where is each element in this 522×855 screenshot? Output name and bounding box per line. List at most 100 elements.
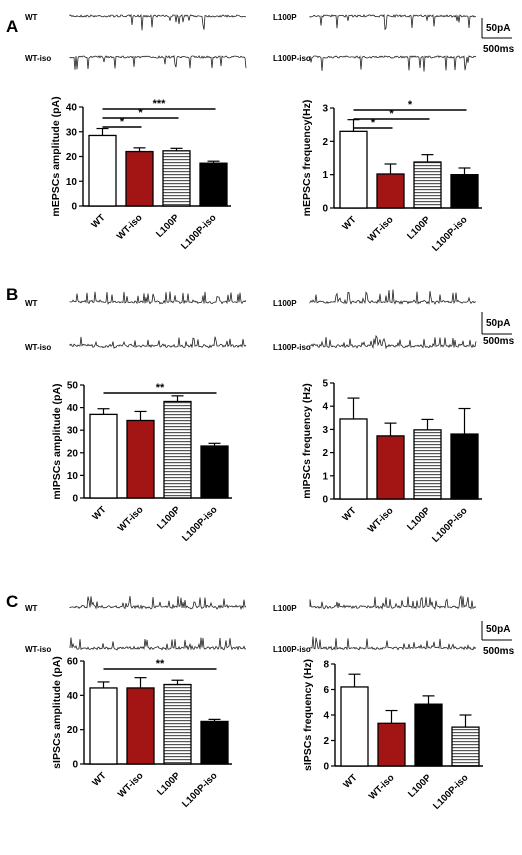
bar-wt-iso bbox=[376, 173, 405, 209]
chart-1: 0 10 20 30 40 mEPSCs amplitude (pA) WT WT-iso L1… bbox=[50, 96, 231, 252]
x-tick-label-wt: WT bbox=[89, 212, 107, 230]
x-tick-label-l100p: L100P bbox=[405, 505, 433, 533]
y-axis-label: mEPSCs frequency(Hz) bbox=[301, 100, 313, 217]
current-trace bbox=[69, 54, 247, 70]
bar-wt bbox=[339, 418, 368, 500]
bar-wt-iso bbox=[126, 687, 155, 765]
bar-wt bbox=[339, 130, 368, 209]
current-trace bbox=[69, 291, 247, 305]
y-tick-label: 4 bbox=[323, 711, 329, 722]
y-tick-label: 0 bbox=[323, 762, 329, 773]
trace-label-l100p: L100P bbox=[273, 13, 297, 22]
y-tick-label: 0 bbox=[322, 495, 328, 506]
trace-label-wt-iso: WT-iso bbox=[25, 645, 51, 654]
y-tick-label: 2 bbox=[322, 137, 328, 148]
y-tick-label: 40 bbox=[66, 103, 78, 114]
y-tick-label: 3 bbox=[322, 104, 328, 115]
bar-l100p-iso bbox=[450, 433, 479, 500]
y-axis-label: sIPSCs amplitude (pA) bbox=[51, 656, 63, 769]
x-tick-label-wt-iso: WT-iso bbox=[115, 212, 145, 242]
trace-label-l100p-iso: L100P-iso bbox=[273, 645, 311, 654]
x-tick-label-l100p-iso: L100P-iso bbox=[431, 772, 471, 812]
bar-wt bbox=[89, 413, 118, 499]
y-tick-label: 60 bbox=[67, 657, 79, 668]
x-tick-label-wt-iso: WT-iso bbox=[366, 505, 396, 535]
y-tick-label: 0 bbox=[71, 202, 77, 213]
y-tick-label: 8 bbox=[323, 660, 329, 671]
current-trace bbox=[309, 595, 477, 610]
y-tick-label: 4 bbox=[322, 402, 328, 413]
current-trace bbox=[309, 334, 477, 350]
x-tick-label-wt-iso: WT-iso bbox=[116, 504, 146, 534]
x-tick-label-wt-iso: WT-iso bbox=[367, 772, 397, 802]
bar-l100p-iso bbox=[200, 720, 229, 765]
significance-label: * bbox=[371, 117, 376, 129]
y-tick-label: 10 bbox=[67, 471, 79, 482]
y-tick-label: 20 bbox=[66, 152, 78, 163]
significance-label: * bbox=[408, 99, 413, 111]
y-tick-label: 30 bbox=[66, 127, 78, 138]
scale-time-label: 500ms bbox=[483, 646, 515, 657]
x-tick-label-wt: WT bbox=[340, 214, 358, 232]
x-tick-label-l100p: L100P bbox=[405, 214, 433, 242]
y-tick-label: 0 bbox=[72, 760, 78, 771]
x-tick-label-l100p: L100P bbox=[154, 212, 182, 240]
trace-label-l100p: L100P bbox=[273, 299, 297, 308]
x-tick-label-l100p-iso: L100P-iso bbox=[179, 212, 219, 252]
y-tick-label: 10 bbox=[66, 177, 78, 188]
bar-l100p-iso bbox=[199, 162, 228, 207]
y-tick-label: 0 bbox=[322, 204, 328, 215]
x-tick-label-wt: WT bbox=[340, 505, 358, 523]
y-tick-label: 3 bbox=[322, 425, 328, 436]
bar-wt-iso bbox=[377, 722, 406, 767]
panel-letter: A bbox=[6, 17, 18, 36]
y-tick-label: 40 bbox=[67, 691, 79, 702]
chart-2: 0 1 2 3 mEPSCs frequency(Hz) WT WT-iso L100PL10… bbox=[301, 99, 482, 254]
bar-l100p bbox=[413, 429, 442, 500]
y-tick-label: 2 bbox=[323, 736, 329, 747]
scale-time-label: 500ms bbox=[483, 336, 515, 347]
scale-current-label: 50pA bbox=[486, 624, 510, 635]
bar-l100p bbox=[413, 161, 442, 209]
current-trace bbox=[309, 13, 477, 31]
x-tick-label-l100p-iso: L100P-iso bbox=[430, 505, 470, 545]
x-tick-label-wt: WT bbox=[341, 772, 359, 790]
current-trace bbox=[309, 289, 476, 305]
x-tick-label-l100p-iso: L100P-iso bbox=[180, 504, 220, 544]
chart-4: 0 1 2 3 4 5 mIPSCs frequency (Hz) WT WT-iso L100P… bbox=[301, 379, 482, 545]
panel-letter: C bbox=[6, 592, 18, 611]
bar-l100p bbox=[163, 400, 192, 499]
y-tick-label: 40 bbox=[67, 403, 79, 414]
scale-current-label: 50pA bbox=[486, 318, 510, 329]
y-axis-label: mIPSCs frequency (Hz) bbox=[301, 383, 313, 499]
bar-l100p-iso bbox=[450, 174, 479, 209]
y-tick-label: 2 bbox=[322, 448, 328, 459]
bar-wt-iso bbox=[126, 419, 155, 499]
y-tick-label: 20 bbox=[67, 448, 79, 459]
bar-l100p bbox=[414, 703, 443, 767]
x-tick-label-wt-iso: WT-iso bbox=[366, 214, 396, 244]
significance-label: * bbox=[389, 108, 394, 120]
bar-l100p bbox=[163, 683, 192, 765]
trace-panel-b: B WT WT-iso L100P L100P-iso 50pA 500ms bbox=[6, 285, 515, 352]
current-trace bbox=[309, 55, 477, 72]
trace-panel-a: A WT WT-iso L100P L100P-iso 50pA 500ms bbox=[6, 13, 515, 72]
bar-l100p bbox=[162, 150, 191, 207]
trace-label-wt: WT bbox=[25, 604, 38, 613]
x-tick-label-l100p-iso: L100P-iso bbox=[430, 214, 470, 254]
significance-label: * bbox=[138, 107, 143, 119]
current-trace bbox=[69, 13, 247, 31]
current-trace bbox=[69, 336, 247, 349]
y-tick-label: 1 bbox=[322, 170, 328, 181]
trace-label-wt-iso: WT-iso bbox=[25, 343, 51, 352]
trace-label-wt-iso: WT-iso bbox=[25, 54, 51, 63]
chart-6: 0 2 4 6 8 sIPSCs frequency (Hz) WT WT-iso L100PL… bbox=[302, 659, 483, 812]
significance-label: ** bbox=[156, 658, 165, 670]
bar-l100p-iso bbox=[451, 726, 480, 767]
current-trace bbox=[309, 636, 477, 651]
x-tick-label-wt: WT bbox=[90, 504, 108, 522]
bar-wt bbox=[89, 687, 118, 765]
scale-time-label: 500ms bbox=[483, 44, 515, 55]
y-tick-label: 6 bbox=[323, 685, 329, 696]
